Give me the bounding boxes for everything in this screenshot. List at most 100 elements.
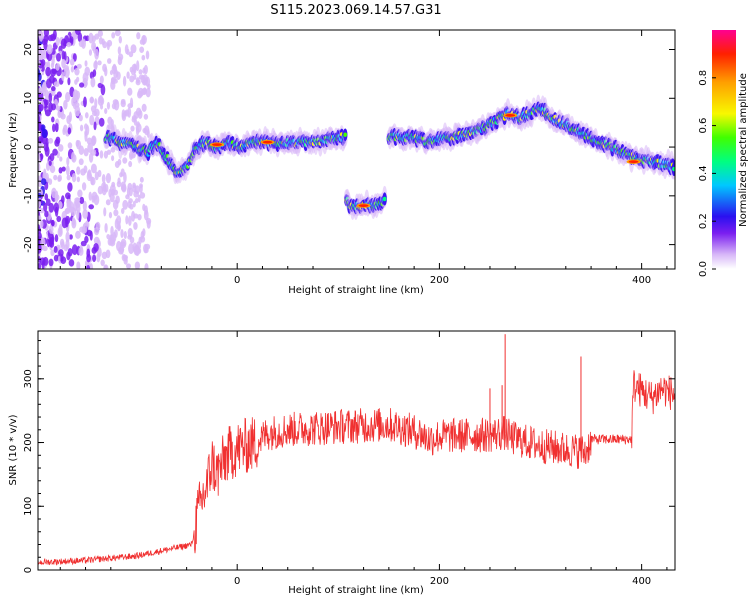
noise-blob [129,236,135,244]
noise-blob [51,187,57,199]
noise-blob [106,42,110,51]
noise-blob [96,252,101,263]
noise-blob [82,200,87,212]
noise-blob [103,265,108,269]
noise-blob [78,246,84,257]
noise-blob [39,257,46,266]
noise-blob [111,155,115,162]
noise-blob [97,82,103,89]
noise-blob [117,220,121,231]
noise-blob [76,76,80,83]
noise-blob [71,151,76,162]
noise-blob [133,117,138,126]
noise-blob [133,222,138,230]
noise-blob [50,103,57,111]
noise-blob [143,243,148,254]
noise-blob [135,126,140,136]
track-peak-core [358,204,369,207]
noise-blob [76,203,81,214]
noise-blob [41,59,46,67]
noise-blob [130,44,137,54]
noise-blob [52,30,57,40]
noise-blob [121,183,127,193]
noise-blob [52,123,56,133]
noise-blob [127,87,133,96]
noise-blob [53,245,58,254]
noise-blob [128,243,134,255]
noise-blob [38,263,42,269]
noise-blob [63,99,68,110]
noise-blob [91,135,97,146]
noise-blob [48,137,54,144]
noise-blob [127,227,133,238]
noise-blob [119,172,123,178]
noise-blob [54,196,59,203]
noise-blob [107,58,112,64]
noise-blob [43,168,47,178]
noise-blob [90,176,96,186]
spectrogram-ytick-label: 10 [23,92,34,105]
noise-blob [69,234,73,240]
noise-blob [50,249,55,257]
noise-blob [125,194,130,200]
noise-blob [113,229,118,238]
noise-blob [84,60,88,67]
colorbar-tick-label: 0.4 [698,165,709,181]
noise-blob [47,34,54,42]
noise-blob [75,230,81,239]
noise-blob [99,75,104,84]
noise-blob [53,174,58,181]
track-peak-core [211,143,222,147]
noise-blob [81,38,86,49]
noise-blob [90,77,96,88]
noise-blob [129,75,135,83]
noise-blob [120,245,124,255]
noise-blob [58,224,63,235]
noise-blob [145,50,150,60]
noise-blob [78,82,85,88]
snr-xtick-label: 0 [234,576,240,587]
noise-blob [112,63,117,72]
noise-blob [105,199,111,206]
noise-blob [98,117,105,127]
noise-blob [76,63,82,69]
noise-blob [59,156,63,162]
noise-blob [38,30,44,42]
spectrogram-ticks: 0 200 400 -20 -10 0 10 20 [23,30,675,286]
noise-blob [120,100,126,108]
noise-blob [106,101,111,110]
noise-blob [45,177,50,183]
noise-blob [82,72,89,84]
noise-blob [54,234,59,243]
noise-blob [122,157,128,164]
noise-blob [48,92,53,104]
noise-blob [64,215,71,225]
snr-ylabel: SNR (10 * v/v) [8,414,19,485]
noise-blob [41,128,48,139]
noise-blob [138,69,143,75]
snr-xlabel: Height of straight line (km) [288,585,424,596]
noise-blob [143,113,149,120]
noise-blob [39,219,44,229]
noise-blob [123,172,127,184]
noise-blob [71,97,75,107]
noise-blob [77,189,83,198]
noise-blob [142,79,148,86]
noise-blob [55,36,60,46]
noise-blob [105,249,111,259]
noise-blob [117,177,121,185]
noise-blob [67,77,71,86]
noise-blob [143,64,148,75]
noise-blob [97,60,102,66]
noise-blob [61,58,66,69]
snr-xtick-label: 400 [632,576,651,587]
noise-blob [65,165,70,176]
noise-blob [53,202,60,214]
noise-blob [88,204,95,210]
noise-blob [70,66,75,73]
noise-blob [51,68,57,75]
noise-blob [78,114,83,122]
noise-blob [139,39,145,45]
noise-blob [101,174,106,184]
